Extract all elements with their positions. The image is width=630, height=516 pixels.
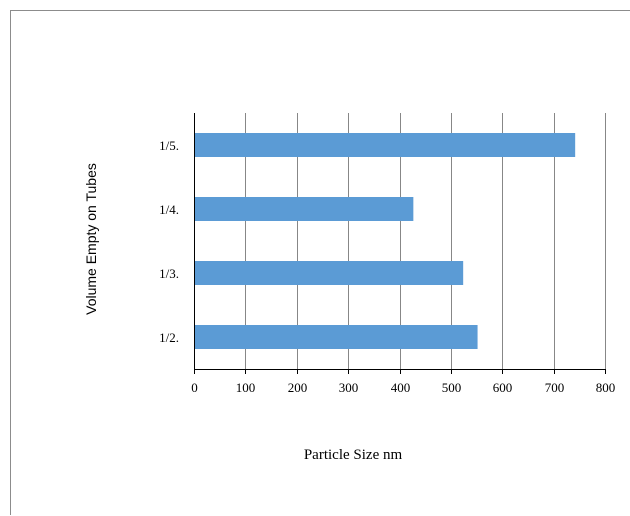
x-tick-label: 600 [493,380,513,395]
y-tick-label: 1/3. [159,266,179,281]
chart-frame: 0 100 200 300 400 500 600 700 800 1/2. 1/3. 1/4. 1/5… [10,10,630,515]
x-tick-label: 500 [442,380,462,395]
y-tick-label: 1/4. [159,202,179,217]
bar [195,133,576,157]
tick-labels: 0 100 200 300 400 500 600 700 800 1/2. 1/3. 1/4. 1/5… [159,138,615,395]
x-tick-label: 400 [391,380,411,395]
x-axis-title: Particle Size nm [304,447,403,463]
bar [195,325,478,349]
x-tick-label: 300 [339,380,359,395]
bars [195,133,576,349]
bar [195,261,464,285]
x-tick-label: 200 [288,380,308,395]
axes [194,113,606,374]
x-tick-label: 0 [191,380,198,395]
x-tick-label: 700 [545,380,565,395]
y-tick-label: 1/2. [159,330,179,345]
y-axis-title: Volume Empty on Tubes [83,163,99,315]
x-tick-label: 100 [236,380,256,395]
y-tick-label: 1/5. [159,138,179,153]
bar [195,197,414,221]
x-tick-label: 800 [596,380,616,395]
bar-chart: 0 100 200 300 400 500 600 700 800 1/2. 1/3. 1/4. 1/5… [83,113,615,463]
